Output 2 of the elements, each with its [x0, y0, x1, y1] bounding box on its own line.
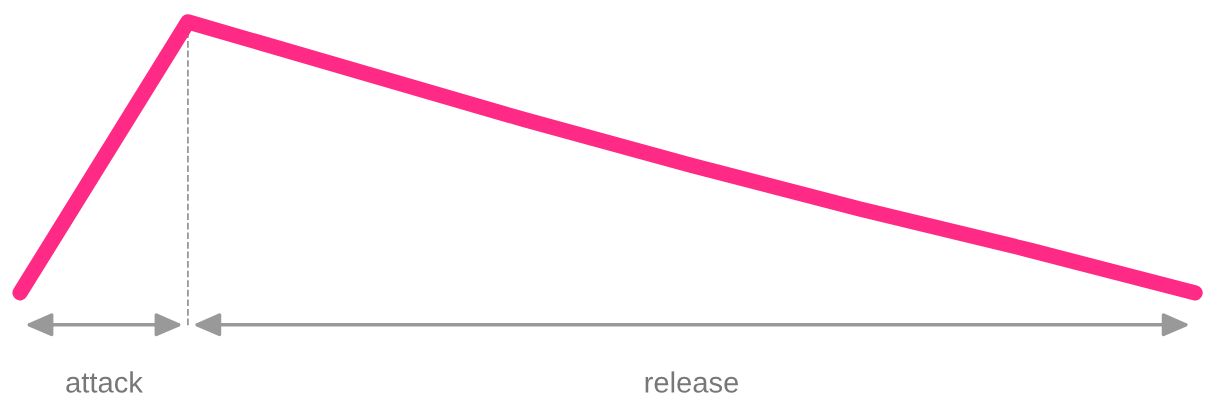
text: attack: [66, 371, 143, 393]
text: release: [645, 371, 739, 393]
